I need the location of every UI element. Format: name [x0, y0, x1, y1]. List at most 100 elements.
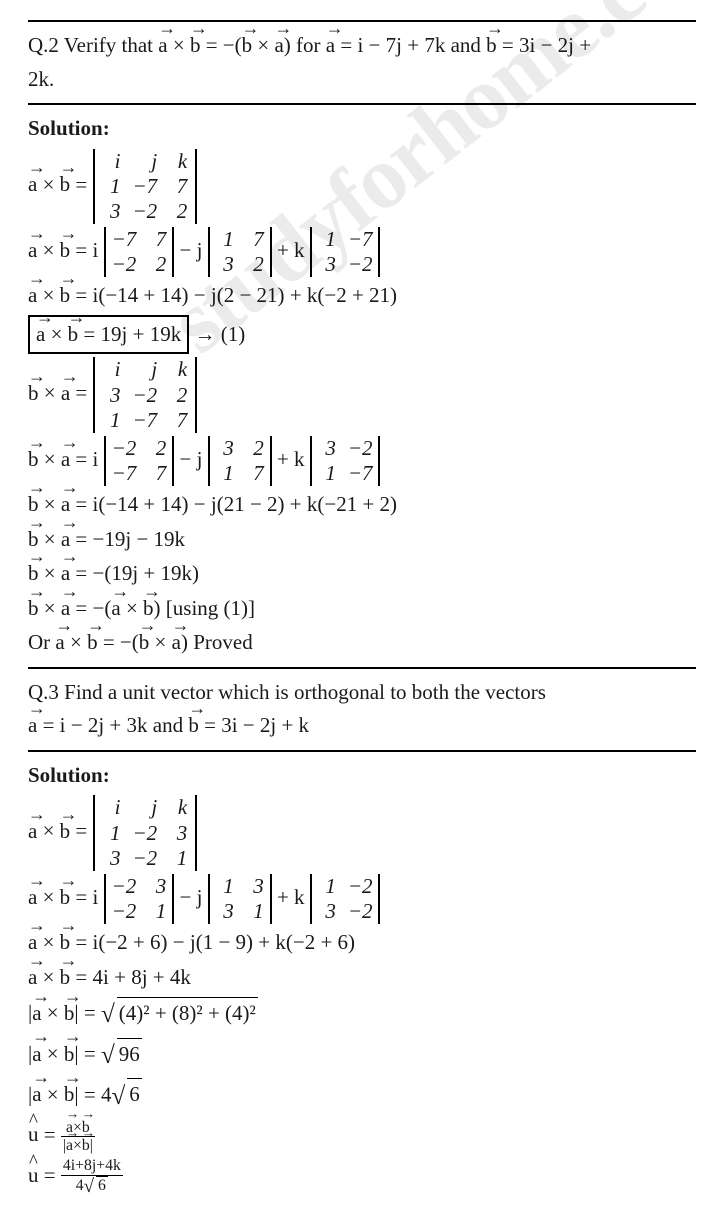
txt: − j	[180, 447, 208, 471]
vec-a: a	[55, 627, 64, 659]
txt: = −19j − 19k	[70, 527, 185, 551]
c: 1	[246, 899, 264, 924]
c: k	[169, 795, 187, 820]
c: −7	[112, 227, 137, 252]
radical-icon: √	[84, 1176, 94, 1197]
txt: = i − 7j + 7k	[335, 33, 445, 57]
vec-b: b	[60, 882, 71, 914]
txt: = i − 2j + 3k	[37, 713, 147, 737]
eqn: a × b = i −23−21 − j 1331 + k 1−23−2	[28, 874, 696, 924]
txt: + k	[277, 885, 310, 909]
c: −2	[348, 874, 373, 899]
det2: 3−21−7	[310, 436, 381, 486]
c: −7	[348, 461, 373, 486]
c: −2	[133, 846, 158, 871]
det3: ijk 1−77 3−22	[93, 149, 198, 225]
txt: 4	[76, 1177, 84, 1194]
vec-b: b	[68, 319, 79, 351]
num: 4i+8j+4k	[61, 1157, 123, 1175]
rule	[28, 103, 696, 105]
c: −7	[112, 461, 137, 486]
c: 7	[148, 461, 166, 486]
vec-a: a	[36, 319, 45, 351]
txt: = −(19j + 19k)	[70, 561, 199, 585]
txt: − j	[180, 238, 208, 262]
txt: = 4i + 8j + 4k	[70, 965, 191, 989]
u-hat: u	[28, 1119, 39, 1151]
radical-icon: √	[111, 1083, 125, 1110]
txt: = i	[75, 238, 103, 262]
den: |a×b|	[61, 1137, 95, 1154]
det2: 1−23−2	[310, 874, 381, 924]
vec-a: a	[28, 882, 37, 914]
c: 3	[103, 383, 121, 408]
den: 4√6	[61, 1176, 123, 1198]
c: 1	[148, 899, 166, 924]
vec-b: b	[139, 627, 150, 659]
sqrt: 6	[96, 1176, 108, 1194]
vec-b: b	[28, 378, 39, 410]
c: j	[133, 149, 158, 174]
c: 3	[148, 874, 166, 899]
vec-a: a	[66, 1137, 73, 1154]
boxed-result: a × b = 19j + 19k	[28, 315, 189, 355]
q2-text: Q.2 Verify that	[28, 33, 158, 57]
eqn: b × a = i −22−77 − j 3217 + k 3−21−7	[28, 436, 696, 486]
det2: 1331	[208, 874, 272, 924]
sqrt: (4)² + (8)² + (4)²	[117, 997, 258, 1030]
c: −2	[112, 874, 137, 899]
eqn: b × a = ijk 3−22 1−77	[28, 357, 696, 433]
vec-b: b	[28, 593, 39, 625]
c: k	[169, 357, 187, 382]
c: 3	[103, 846, 121, 871]
vec-b: b	[60, 816, 71, 848]
c: 1	[216, 461, 234, 486]
eq: =	[39, 1122, 61, 1146]
solution-heading: Solution:	[28, 113, 696, 145]
c: 1	[169, 846, 187, 871]
vec-a: a	[61, 444, 70, 476]
vec-a: a	[274, 30, 283, 62]
c: 7	[148, 227, 166, 252]
vec-b: b	[242, 30, 253, 62]
c: 3	[169, 821, 187, 846]
c: −2	[348, 899, 373, 924]
c: 7	[169, 408, 187, 433]
eqn: |a × b| = 4√6	[28, 1078, 696, 1116]
c: 3	[318, 899, 336, 924]
det2: −22−77	[104, 436, 175, 486]
vec-b: b	[28, 444, 39, 476]
c: 3	[216, 899, 234, 924]
det2: −23−21	[104, 874, 175, 924]
det3: ijk 3−22 1−77	[93, 357, 198, 433]
eq: =	[39, 1163, 61, 1187]
c: 3	[216, 252, 234, 277]
c: 3	[216, 436, 234, 461]
u-hat: u	[28, 1160, 39, 1192]
vec-a: a	[28, 816, 37, 848]
det3: ijk 1−23 3−21	[93, 795, 198, 871]
c: −7	[133, 174, 158, 199]
c: 2	[148, 436, 166, 461]
radical-icon: √	[101, 1001, 115, 1028]
eqn: b × a = −(a × b) [using (1)]	[28, 593, 696, 625]
question-3-line1: Q.3 Find a unit vector which is orthogon…	[28, 677, 696, 709]
txt: = i(−2 + 6) − j(1 − 9) + k(−2 + 6)	[70, 930, 355, 954]
vec-a: a	[28, 235, 37, 267]
txt: for	[296, 33, 326, 57]
vec-a: a	[326, 30, 335, 62]
eqn: |a × b| = √(4)² + (8)² + (4)²	[28, 996, 696, 1034]
txt: and	[153, 713, 189, 737]
c: i	[103, 357, 121, 382]
vec-a: a	[158, 30, 167, 62]
c: 1	[216, 874, 234, 899]
vec-b: b	[486, 30, 497, 62]
c: 1	[318, 461, 336, 486]
txt: = i	[75, 447, 103, 471]
c: i	[103, 149, 121, 174]
c: −2	[133, 199, 158, 224]
txt: = 3i − 2j +	[497, 33, 591, 57]
solution-heading: Solution:	[28, 760, 696, 792]
sqrt: 96	[117, 1038, 142, 1071]
c: −2	[133, 383, 158, 408]
